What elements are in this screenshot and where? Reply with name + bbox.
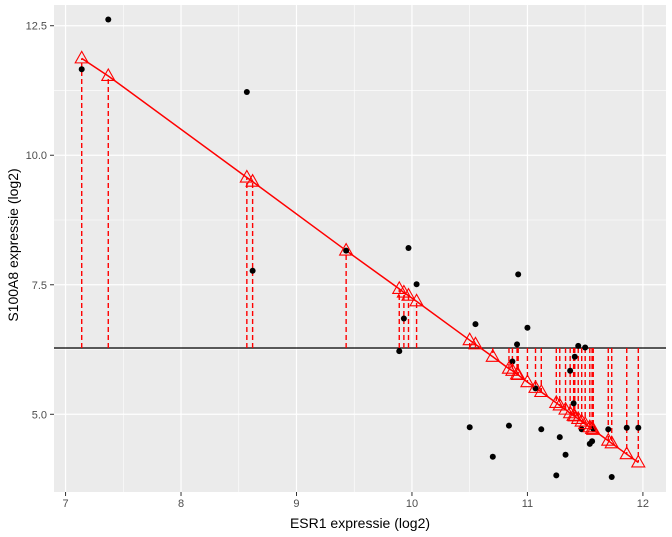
data-point [343, 247, 350, 254]
data-point [570, 400, 577, 407]
data-point [472, 321, 479, 328]
data-point [413, 281, 420, 288]
data-point [608, 473, 615, 480]
fitted-marker [585, 421, 601, 435]
y-tick-label: 10.0 [26, 150, 47, 162]
y-tick-label: 12.5 [26, 21, 47, 33]
fitted-marker [510, 366, 526, 380]
fitted-marker [533, 383, 549, 398]
x-tick-label: 12 [637, 498, 649, 510]
data-point [562, 451, 569, 458]
data-point [575, 342, 582, 349]
data-point [515, 271, 522, 278]
y-tick-label: 5.0 [32, 409, 47, 421]
fitted-marker [600, 432, 616, 446]
fitted-marker [604, 435, 620, 449]
data-point [571, 353, 578, 360]
data-point [405, 244, 412, 251]
data-points [78, 16, 642, 480]
fitted-marker [619, 446, 635, 460]
fitted-marker [528, 379, 543, 393]
data-point [623, 424, 630, 431]
grid-lines [54, 5, 666, 492]
x-tick-label: 11 [522, 498, 533, 510]
plot-panel [54, 5, 666, 492]
fitted-marker [552, 397, 568, 411]
data-point [105, 16, 112, 23]
data-point [400, 315, 407, 322]
data-point [538, 426, 545, 433]
data-point [635, 424, 642, 431]
fitted-marker [462, 332, 478, 346]
data-point [605, 426, 612, 433]
axes: 7 8 9 10 11 12 5.0 7.5 10.0 12.5 [26, 21, 649, 510]
y-axis-title: S100A8 expressie (log2) [5, 168, 21, 321]
data-point [556, 434, 563, 441]
fitted-marker [409, 293, 425, 307]
fitted-marker [519, 374, 535, 388]
data-point [489, 453, 496, 460]
x-tick-label: 10 [406, 498, 418, 510]
x-axis-title: ESR1 expressie (log2) [290, 515, 430, 531]
fitted-marker [74, 50, 90, 64]
data-point [78, 66, 85, 73]
fitted-marker [245, 173, 261, 187]
fitted-marker [548, 394, 564, 408]
fitted-marker [100, 67, 116, 82]
x-tick-label: 7 [62, 498, 68, 510]
fitted-markers [74, 50, 646, 468]
data-point [514, 341, 521, 348]
x-tick-label: 8 [178, 498, 184, 510]
fitted-marker [485, 348, 501, 362]
data-point [553, 472, 560, 479]
fitted-marker [338, 242, 354, 256]
fitted-marker [468, 336, 483, 350]
x-tick-label: 9 [293, 498, 299, 510]
fitted-marker [570, 410, 586, 425]
data-point [505, 422, 512, 429]
data-point [582, 344, 589, 351]
fitted-marker [630, 454, 646, 468]
data-point [509, 358, 516, 365]
fitted-marker [567, 408, 583, 422]
data-point [567, 367, 574, 374]
fitted-marker [401, 287, 416, 301]
fitted-marker [582, 419, 598, 433]
fitted-marker [239, 169, 255, 183]
fitted-marker [501, 360, 517, 374]
fitted-marker [574, 413, 590, 427]
data-point [589, 438, 596, 445]
data-point [466, 424, 473, 431]
y-tick-label: 7.5 [32, 280, 47, 292]
data-point [524, 324, 531, 331]
data-point [243, 89, 250, 96]
residual-lines [81, 58, 639, 463]
data-point [249, 267, 256, 274]
data-point [396, 348, 403, 355]
